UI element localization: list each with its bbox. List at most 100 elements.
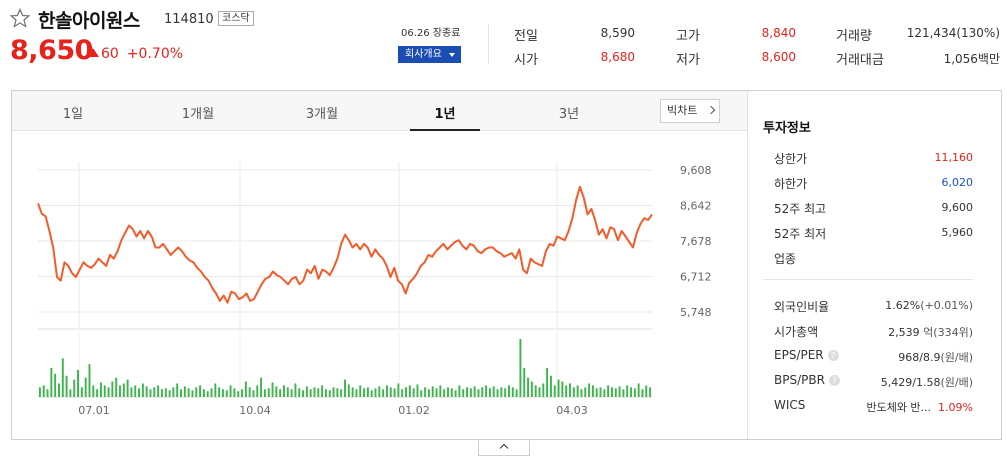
- volume-bar: [477, 389, 480, 397]
- volume-bar: [508, 385, 510, 397]
- help-icon[interactable]: ?: [828, 375, 840, 386]
- volume-bar: [54, 373, 57, 397]
- volume-bar: [344, 379, 346, 397]
- volume-bar: [576, 385, 579, 397]
- company-overview-button[interactable]: 회사개요: [398, 46, 461, 63]
- wics-sector-link[interactable]: 반도체와 반...: [866, 401, 932, 414]
- volume-bar: [115, 377, 118, 397]
- volume-bar: [519, 339, 522, 397]
- volume-bar: [553, 385, 556, 397]
- tab-1d[interactable]: 1일: [62, 107, 84, 122]
- volume-bar: [309, 389, 312, 397]
- volume-bar: [61, 358, 64, 397]
- volume-bar: [214, 383, 217, 397]
- volume-bar: [630, 387, 632, 397]
- volume-bar: [557, 379, 560, 397]
- wics-change: 1.09%: [938, 401, 973, 414]
- volume-bar: [58, 383, 60, 397]
- upper-limit-value: 11,160: [934, 151, 974, 164]
- low-value: 8,600: [761, 50, 796, 64]
- volume-bar: [229, 385, 232, 397]
- bps-pbr-text: BPS/PBR: [774, 373, 825, 387]
- info-title: 투자정보: [763, 121, 811, 136]
- volume-bar: [195, 387, 198, 397]
- help-icon[interactable]: ?: [827, 350, 839, 361]
- market-cap-unit: 억(334위): [923, 326, 973, 339]
- 52w-high-value: 9,600: [941, 201, 974, 214]
- favorite-star-icon[interactable]: [10, 8, 30, 28]
- volume-bar: [138, 388, 141, 397]
- volume-bar: [92, 385, 95, 397]
- trade-value-value: 1,056백만: [943, 52, 1000, 66]
- volume-bar: [622, 389, 625, 397]
- lower-limit-label: 하한가: [774, 177, 808, 191]
- volume-bar: [218, 387, 221, 397]
- bigchart-button[interactable]: 빅차트: [660, 99, 720, 123]
- volume-bar: [637, 383, 640, 397]
- y-tick-label: 9,608: [680, 164, 712, 177]
- volume-bar: [393, 388, 396, 397]
- volume-bar: [271, 382, 274, 397]
- volume-bar: [279, 389, 282, 397]
- tab-3y[interactable]: 3년: [558, 107, 580, 122]
- volume-bar: [351, 387, 354, 397]
- volume-bar: [241, 389, 243, 397]
- bps-pbr-unit: (원/배): [940, 376, 973, 389]
- volume-bar: [454, 390, 457, 397]
- volume-bar: [458, 385, 461, 397]
- tab-1m[interactable]: 1개월: [181, 107, 215, 122]
- wics-label: WICS: [774, 398, 806, 412]
- volume-bar: [267, 388, 270, 397]
- volume-bar: [355, 389, 358, 397]
- volume-bar: [180, 389, 182, 397]
- x-tick-label: 04.03: [556, 404, 588, 417]
- volume-bar: [580, 389, 583, 397]
- market-status: 06.26 장종료: [401, 28, 461, 39]
- volume-bar: [473, 386, 476, 397]
- volume-bar: [294, 383, 297, 397]
- volume-bar: [84, 377, 87, 397]
- volume-bar: [427, 389, 430, 397]
- volume-bar: [485, 385, 488, 397]
- volume-bar: [122, 383, 125, 397]
- volume-bar: [263, 389, 266, 397]
- volume-bar: [424, 387, 427, 397]
- volume-bar: [530, 381, 533, 397]
- divider: [763, 279, 973, 280]
- collapse-toggle[interactable]: [478, 440, 530, 456]
- volume-bar: [500, 387, 503, 397]
- volume-bar: [69, 389, 72, 397]
- volume-bar: [374, 388, 377, 397]
- divider: [747, 91, 748, 439]
- y-tick-label: 7,678: [680, 235, 712, 248]
- volume-bar: [103, 385, 106, 397]
- bps-pbr-label: BPS/PBR?: [774, 373, 840, 387]
- volume-bar: [420, 390, 423, 397]
- stock-code: 114810: [164, 12, 214, 27]
- foreign-ratio-change: (+0.01%): [920, 299, 973, 312]
- volume-bar: [633, 388, 636, 397]
- volume-bar: [488, 388, 491, 397]
- volume-bar: [431, 386, 434, 397]
- volume-bar: [385, 385, 388, 397]
- volume-bar: [614, 388, 617, 397]
- volume-bar: [233, 388, 236, 397]
- volume-bar: [99, 382, 102, 397]
- volume-bar: [176, 383, 179, 397]
- tab-1y[interactable]: 1년: [434, 107, 456, 122]
- volume-bar: [298, 388, 301, 397]
- volume-bar: [511, 387, 514, 397]
- volume-bar: [134, 385, 137, 397]
- volume-bar: [187, 388, 190, 397]
- volume-label: 거래량: [836, 29, 872, 44]
- bigchart-label: 빅차트: [667, 104, 698, 117]
- volume-bar: [50, 368, 53, 397]
- volume-bar: [443, 389, 446, 397]
- volume-bar: [565, 385, 568, 397]
- volume-bar: [244, 381, 247, 397]
- volume-bar: [370, 390, 373, 397]
- volume-bar: [359, 385, 362, 397]
- tab-3m[interactable]: 3개월: [305, 107, 339, 122]
- volume-bar: [107, 387, 110, 397]
- volume-bar: [324, 389, 327, 397]
